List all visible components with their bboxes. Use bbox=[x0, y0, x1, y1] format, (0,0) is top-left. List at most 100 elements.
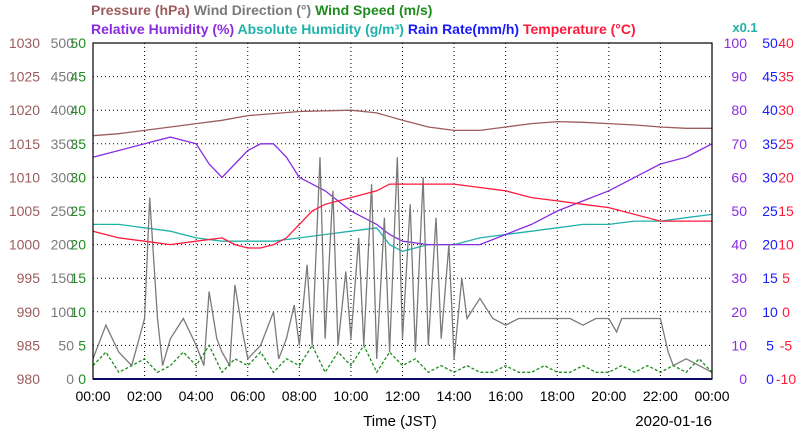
legend-entry: Rain Rate(mm/h) bbox=[404, 21, 519, 37]
tick-label-rain: 25 bbox=[762, 203, 778, 219]
tick-label-rain: 0 bbox=[766, 371, 774, 387]
tick-label-wind-speed: 30 bbox=[70, 169, 86, 185]
tick-label-humidity: 0 bbox=[739, 371, 747, 387]
tick-label-temperature: 20 bbox=[778, 169, 794, 185]
tick-label-pressure: 980 bbox=[17, 371, 41, 387]
x-tick-label: 22:00 bbox=[643, 388, 678, 404]
x-tick-label: 06:00 bbox=[230, 388, 265, 404]
series-line-temperature bbox=[92, 183, 712, 249]
tick-label-wind-speed: 15 bbox=[70, 270, 86, 286]
tick-label-temperature: 30 bbox=[778, 102, 794, 118]
x-tick-label: 14:00 bbox=[437, 388, 472, 404]
tick-label-humidity: 30 bbox=[731, 270, 747, 286]
tick-label-rain: 20 bbox=[762, 237, 778, 253]
tick-label-temperature: 10 bbox=[778, 237, 794, 253]
tick-label-wind-speed: 40 bbox=[70, 102, 86, 118]
tick-label-temperature: 25 bbox=[778, 136, 794, 152]
tick-label-wind-direction: 300 bbox=[51, 169, 75, 185]
series-line-pressure bbox=[92, 109, 712, 137]
tick-label-rain: 45 bbox=[762, 69, 778, 85]
series-line-wind-speed bbox=[92, 344, 713, 374]
tick-label-wind-direction: 400 bbox=[51, 102, 75, 118]
tick-label-pressure: 1020 bbox=[9, 102, 40, 118]
tick-label-temperature: 5 bbox=[782, 270, 790, 286]
tick-label-wind-direction: 350 bbox=[51, 136, 75, 152]
tick-label-wind-direction: 500 bbox=[51, 35, 75, 51]
x-tick-label: 00:00 bbox=[694, 388, 729, 404]
tick-label-pressure: 990 bbox=[17, 304, 41, 320]
scale-factor-label: x0.1 bbox=[732, 20, 757, 35]
tick-label-wind-direction: 150 bbox=[51, 270, 75, 286]
legend-row: Pressure (hPa) Wind Direction (°) Wind S… bbox=[91, 2, 432, 18]
tick-label-rain: 50 bbox=[762, 35, 778, 51]
tick-label-humidity: 10 bbox=[731, 337, 747, 353]
tick-label-wind-direction: 50 bbox=[58, 337, 74, 353]
x-tick-label: 10:00 bbox=[333, 388, 368, 404]
left-axes: 1030102510201015101010051000995990985980… bbox=[9, 35, 86, 387]
tick-label-humidity: 20 bbox=[731, 304, 747, 320]
tick-label-pressure: 1005 bbox=[9, 203, 40, 219]
legend-entry: Wind Direction (°) bbox=[190, 2, 311, 18]
tick-label-humidity: 100 bbox=[724, 35, 748, 51]
tick-label-wind-direction: 100 bbox=[51, 304, 75, 320]
plot-frame bbox=[92, 42, 713, 380]
x-axis: 00:00 02:00 04:00 06:00 08:00 10:00 12:00 14:00… bbox=[75, 388, 729, 404]
tick-label-pressure: 1025 bbox=[9, 69, 40, 85]
x-tick-label: 02:00 bbox=[127, 388, 162, 404]
date-label: 2020-01-16 bbox=[635, 413, 712, 430]
tick-label-wind-direction: 450 bbox=[51, 69, 75, 85]
tick-label-wind-speed: 20 bbox=[70, 237, 86, 253]
tick-label-humidity: 70 bbox=[731, 136, 747, 152]
tick-label-humidity: 60 bbox=[731, 169, 747, 185]
x-tick-label: 04:00 bbox=[179, 388, 214, 404]
tick-label-wind-speed: 25 bbox=[70, 203, 86, 219]
series-line-humidity bbox=[92, 136, 713, 246]
tick-label-wind-speed: 0 bbox=[78, 371, 86, 387]
tick-label-pressure: 1015 bbox=[9, 136, 40, 152]
tick-label-pressure: 985 bbox=[17, 337, 41, 353]
x-tick-label: 12:00 bbox=[385, 388, 420, 404]
legend-entry: Wind Speed (m/s) bbox=[311, 2, 432, 18]
series-line-wind-direction bbox=[92, 157, 713, 373]
tick-label-pressure: 1010 bbox=[9, 169, 40, 185]
tick-label-wind-speed: 45 bbox=[70, 69, 86, 85]
tick-label-rain: 30 bbox=[762, 169, 778, 185]
x-axis-label: Time (JST) bbox=[363, 413, 437, 430]
tick-label-pressure: 995 bbox=[17, 270, 41, 286]
tick-label-humidity: 50 bbox=[731, 203, 747, 219]
legend-entry: Pressure (hPa) bbox=[91, 2, 190, 18]
x-tick-label: 00:00 bbox=[75, 388, 110, 404]
tick-label-humidity: 80 bbox=[731, 102, 747, 118]
tick-label-wind-speed: 35 bbox=[70, 136, 86, 152]
tick-label-rain: 5 bbox=[766, 337, 774, 353]
tick-label-humidity: 40 bbox=[731, 237, 747, 253]
legend-entry: Relative Humidity (%) bbox=[91, 21, 234, 37]
x-tick-label: 08:00 bbox=[282, 388, 317, 404]
tick-label-pressure: 1030 bbox=[9, 35, 40, 51]
legend-entry: Temperature (°C) bbox=[519, 21, 636, 37]
right-axes: 1009080706050403020100504540353025201510… bbox=[724, 35, 797, 387]
tick-label-humidity: 90 bbox=[731, 69, 747, 85]
tick-label-temperature: 40 bbox=[778, 35, 794, 51]
tick-label-wind-direction: 0 bbox=[66, 371, 74, 387]
tick-label-temperature: -5 bbox=[780, 337, 793, 353]
x-tick-label: 20:00 bbox=[591, 388, 626, 404]
tick-label-rain: 35 bbox=[762, 136, 778, 152]
legend-entry: Absolute Humidity (g/m³) bbox=[234, 21, 404, 37]
legend-row: Relative Humidity (%) Absolute Humidity … bbox=[91, 21, 636, 37]
tick-label-pressure: 1000 bbox=[9, 237, 40, 253]
tick-label-wind-speed: 50 bbox=[70, 35, 86, 51]
tick-label-rain: 15 bbox=[762, 270, 778, 286]
x-tick-label: 18:00 bbox=[540, 388, 575, 404]
plot-border bbox=[92, 42, 713, 380]
series-line-humidity bbox=[93, 213, 713, 252]
tick-label-wind-speed: 5 bbox=[78, 337, 86, 353]
tick-label-temperature: 0 bbox=[782, 304, 790, 320]
tick-label-temperature: 35 bbox=[778, 69, 794, 85]
tick-label-wind-speed: 10 bbox=[70, 304, 86, 320]
tick-label-temperature: -10 bbox=[776, 371, 796, 387]
tick-label-wind-direction: 250 bbox=[51, 203, 75, 219]
tick-label-rain: 40 bbox=[762, 102, 778, 118]
tick-label-temperature: 15 bbox=[778, 203, 794, 219]
